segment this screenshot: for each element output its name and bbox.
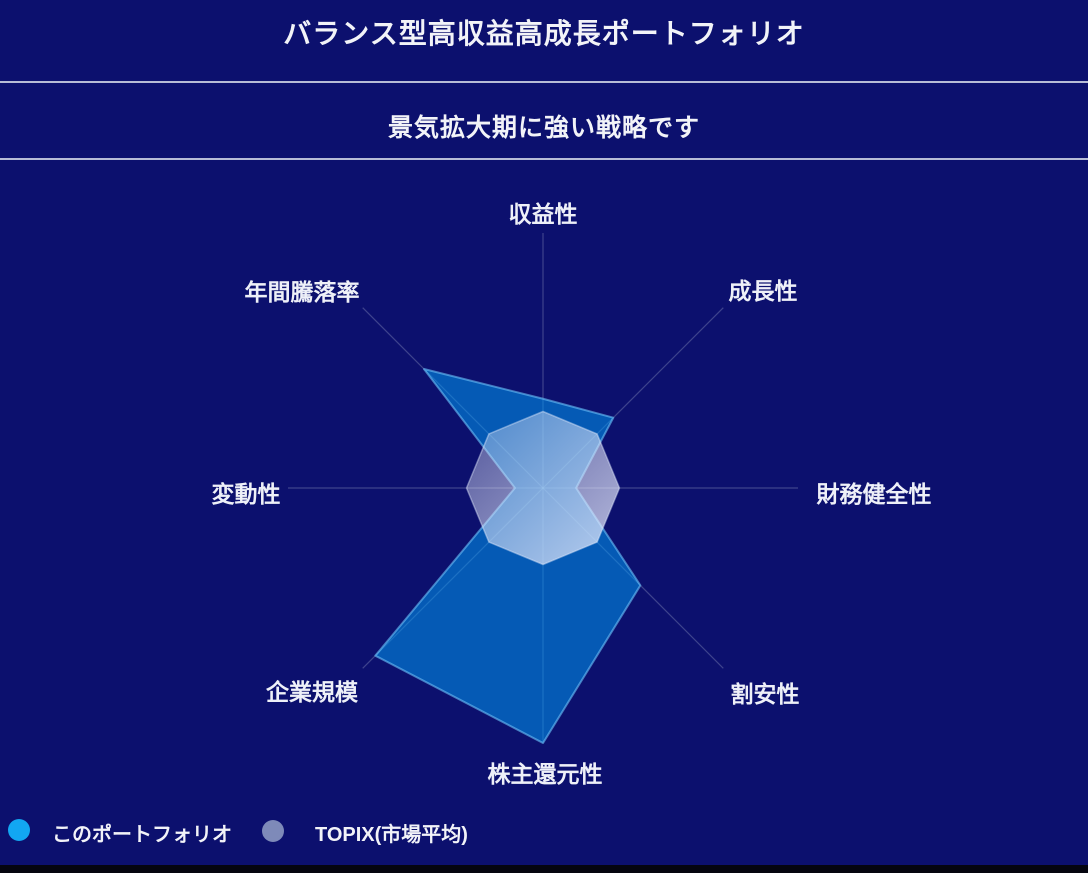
axis-label-6: 変動性 xyxy=(211,481,281,507)
separator-line-bottom xyxy=(0,158,1088,160)
page-title: バランス型高収益高成長ポートフォリオ xyxy=(283,18,805,49)
axis-label-5: 企業規模 xyxy=(266,679,358,705)
axis-label-2: 財務健全性 xyxy=(816,481,932,507)
separator-line-top xyxy=(0,81,1088,83)
topix-legend-dot-icon xyxy=(262,820,284,842)
axis-label-4: 株主還元性 xyxy=(487,761,603,787)
axis-label-1: 成長性 xyxy=(728,278,798,304)
topix-legend-label[interactable]: TOPIX(市場平均) xyxy=(315,824,468,846)
portfolio-legend-label[interactable]: このポートフォリオ xyxy=(52,824,232,846)
chart-legend: このポートフォリオ TOPIX(市場平均) xyxy=(0,816,1088,846)
page-subtitle: 景気拡大期に強い戦略です xyxy=(387,114,700,142)
portfolio-series-area xyxy=(374,367,642,744)
window-bottom-edge xyxy=(0,865,1088,873)
axis-label-3: 割安性 xyxy=(730,681,800,707)
axis-label-0: 収益性 xyxy=(508,201,578,227)
portfolio-legend-dot-icon xyxy=(8,819,30,841)
axis-label-7: 年間騰落率 xyxy=(244,279,360,305)
topix-series-area xyxy=(465,410,621,566)
